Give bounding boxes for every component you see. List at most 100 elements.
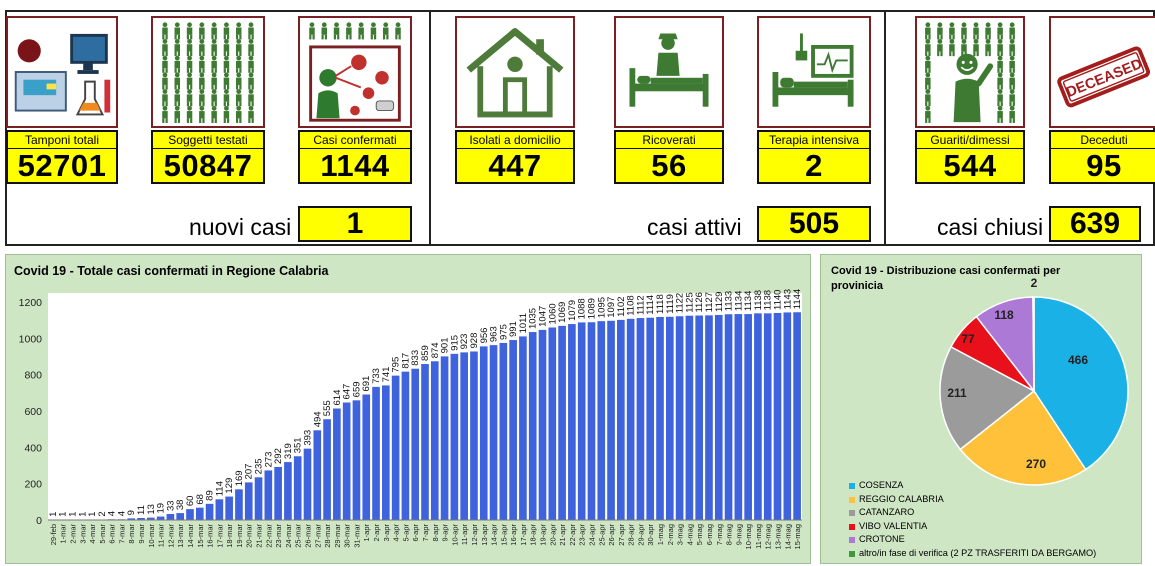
pie-slice <box>939 345 1036 451</box>
bar <box>372 386 380 520</box>
data-label: 963 <box>489 326 500 342</box>
x-tick-label: 5-mar <box>98 524 107 544</box>
data-label: 1011 <box>518 313 529 333</box>
casi-attivi-label: casi attivi <box>647 214 742 240</box>
data-label: 647 <box>342 384 353 400</box>
x-tick-label: 11-mag <box>754 524 763 549</box>
pie-data-label: 270 <box>1026 457 1046 471</box>
bar <box>538 329 547 520</box>
x-tick-label: 19-mar <box>235 524 244 548</box>
x-tick-label: 5-mag <box>695 524 704 545</box>
bar <box>284 462 292 520</box>
data-label: 1 <box>77 512 88 517</box>
x-tick-label: 10-mag <box>744 524 753 549</box>
x-tick-label: 6-mag <box>705 524 714 545</box>
legend-item: CATANZARO <box>849 506 1096 520</box>
bar-chart: 020040060080010001200129-feb11-mar12-mar… <box>19 289 803 550</box>
x-tick-label: 22-mar <box>264 524 273 548</box>
data-label: 1134 <box>733 291 744 311</box>
pie-slice <box>959 389 1087 486</box>
x-tick-label: 15-apr <box>499 524 508 546</box>
bar <box>342 402 351 520</box>
legend-swatch <box>849 496 855 503</box>
data-label: 1143 <box>782 289 793 309</box>
data-label: 1108 <box>626 295 637 315</box>
data-label: 614 <box>332 390 343 406</box>
bar <box>548 327 557 520</box>
x-tick-label: 31-mar <box>352 524 361 548</box>
bar <box>382 385 390 520</box>
bar <box>254 477 263 520</box>
icu-bed-icon <box>757 16 871 128</box>
bar <box>215 499 224 520</box>
bar <box>724 314 733 520</box>
people-crowd-icon <box>151 16 265 128</box>
bar <box>430 361 439 520</box>
data-label: 1089 <box>586 298 597 319</box>
data-label: 1 <box>58 512 69 517</box>
x-tick-label: 2-apr <box>372 524 381 542</box>
data-label: 733 <box>371 368 382 384</box>
data-label: 351 <box>293 437 304 453</box>
x-tick-label: 14-mag <box>783 524 792 549</box>
bar <box>793 312 801 520</box>
x-tick-label: 26-apr <box>607 524 616 546</box>
bar <box>675 316 684 520</box>
data-label: 1 <box>87 512 98 517</box>
bar <box>156 516 165 520</box>
x-tick-label: 3-mag <box>676 524 685 545</box>
bar <box>186 509 194 520</box>
data-label: 33 <box>165 500 176 511</box>
x-tick-label: 18-mar <box>225 524 234 548</box>
card-label: Ricoverati <box>614 130 724 148</box>
x-tick-label: 2-mag <box>666 524 675 545</box>
bar <box>705 315 713 520</box>
data-label: 4 <box>116 511 127 516</box>
bar <box>303 448 312 520</box>
data-label: 1133 <box>724 291 735 311</box>
data-label: 1140 <box>773 290 784 310</box>
x-tick-label: 16-apr <box>509 524 518 546</box>
data-label: 901 <box>440 338 451 354</box>
card-guariti-dimessi: Guariti/dimessi 544 <box>915 10 1025 190</box>
data-label: 1088 <box>577 298 588 319</box>
x-tick-label: 9-apr <box>441 524 450 542</box>
data-label: 129 <box>224 478 235 494</box>
x-tick-label: 27-apr <box>617 524 626 546</box>
pie-slice <box>1032 296 1035 392</box>
x-tick-label: 14-mar <box>186 524 195 548</box>
bar <box>470 351 478 520</box>
x-tick-label: 8-mar <box>127 524 136 544</box>
bar <box>479 346 488 520</box>
bar <box>235 489 243 520</box>
x-tick-label: 22-apr <box>568 524 577 546</box>
x-tick-label: 20-mar <box>245 524 254 548</box>
bar-chart-panel: Covid 19 - Totale casi confermati in Reg… <box>5 254 811 564</box>
y-tick-label: 600 <box>24 406 42 418</box>
data-label: 859 <box>420 345 431 361</box>
bar <box>489 345 498 520</box>
bar <box>225 496 233 520</box>
pie-chart: 466 270 211 77 118 2 <box>939 276 1129 486</box>
data-label: 292 <box>273 448 284 464</box>
data-label: 1 <box>48 512 59 517</box>
x-tick-label: 21-mar <box>255 524 264 548</box>
nuovi-casi-value: 1 <box>298 206 412 242</box>
data-label: 235 <box>254 458 265 474</box>
x-tick-label: 5-apr <box>401 524 410 542</box>
pie-data-label: 77 <box>961 332 975 346</box>
data-label: 1047 <box>538 306 549 327</box>
x-tick-label: 21-apr <box>558 524 567 546</box>
bar <box>568 324 576 520</box>
x-tick-label: 20-apr <box>548 524 557 546</box>
bar <box>754 313 762 520</box>
card-isolati-domicilio: Isolati a domicilio 447 <box>455 10 575 190</box>
legend-label: altro/in fase di verifica (2 PZ TRASFERI… <box>859 547 1097 558</box>
bar <box>127 518 136 520</box>
x-tick-label: 10-apr <box>450 524 459 546</box>
x-tick-label: 6-mar <box>108 524 117 544</box>
x-tick-label: 19-apr <box>539 524 548 546</box>
pie-chart-panel: Covid 19 - Distribuzione casi confermati… <box>820 254 1142 564</box>
data-label: 915 <box>449 335 460 351</box>
y-tick-label: 200 <box>24 479 42 491</box>
